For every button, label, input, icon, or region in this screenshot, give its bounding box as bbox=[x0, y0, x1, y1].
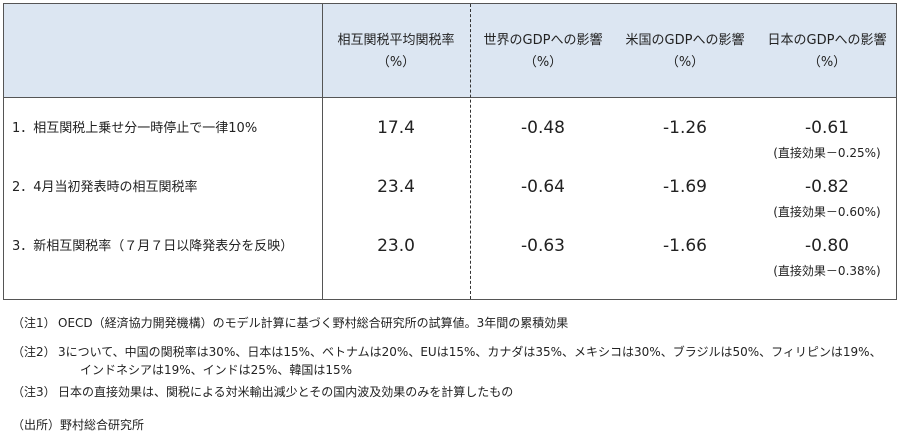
note-text: 日本の直接効果は、関税による対米輸出減少とその国内波及効果のみを計算したもの bbox=[58, 385, 514, 399]
note-label: （注2） bbox=[12, 345, 56, 359]
note-label: （注3） bbox=[12, 385, 56, 399]
table-border bbox=[3, 3, 897, 300]
header-unit: （%） bbox=[523, 54, 563, 70]
note-text: OECD（経済協力開発機構）のモデル計算に基づく野村総合研究所の試算値。3年間の… bbox=[58, 316, 569, 330]
row-label: 3．新相互関税率（７月７日以降発表分を反映） bbox=[12, 238, 294, 254]
cell-value: -1.26 bbox=[663, 117, 707, 138]
header-title: 日本のGDPへの影響 bbox=[767, 32, 887, 48]
cell-value: 23.4 bbox=[377, 176, 415, 197]
cell-value: -1.69 bbox=[663, 176, 707, 197]
direct-effect: (直接効果－0.60%) bbox=[773, 205, 881, 219]
cell-value: -0.80 bbox=[805, 235, 849, 256]
cell-value: -0.63 bbox=[521, 235, 565, 256]
direct-effect: (直接効果－0.25%) bbox=[773, 146, 881, 160]
cell-value: -0.48 bbox=[521, 117, 565, 138]
header-background bbox=[4, 4, 896, 98]
note-label: （注1） bbox=[12, 316, 56, 330]
row-label: 1．相互関税上乗せ分一時停止で一律10% bbox=[12, 120, 258, 136]
cell-value: 17.4 bbox=[377, 117, 415, 138]
header-title: 相互関税平均関税率 bbox=[337, 32, 455, 48]
row-label: 2．4月当初発表時の相互関税率 bbox=[12, 179, 198, 195]
cell-value: -1.66 bbox=[663, 235, 707, 256]
header-title: 米国のGDPへの影響 bbox=[625, 32, 745, 48]
cell-value: -0.61 bbox=[805, 117, 849, 138]
cell-value: -0.64 bbox=[521, 176, 565, 197]
header-unit: （%） bbox=[376, 54, 416, 70]
source: （出所）野村総合研究所 bbox=[12, 418, 145, 432]
cell-value: 23.0 bbox=[377, 235, 415, 256]
header-title: 世界のGDPへの影響 bbox=[483, 32, 603, 48]
dashed-divider bbox=[470, 4, 471, 299]
header-unit: （%） bbox=[665, 54, 705, 70]
cell-value: -0.82 bbox=[805, 176, 849, 197]
note-text: 3について、中国の関税率は30%、日本は15%、ベトナムは20%、EUは15%、… bbox=[58, 345, 882, 359]
column-divider bbox=[322, 4, 323, 299]
note-text: インドネシアは19%、インドは25%、韓国は15% bbox=[80, 363, 353, 377]
header-unit: （%） bbox=[807, 54, 847, 70]
direct-effect: (直接効果－0.38%) bbox=[773, 264, 881, 278]
